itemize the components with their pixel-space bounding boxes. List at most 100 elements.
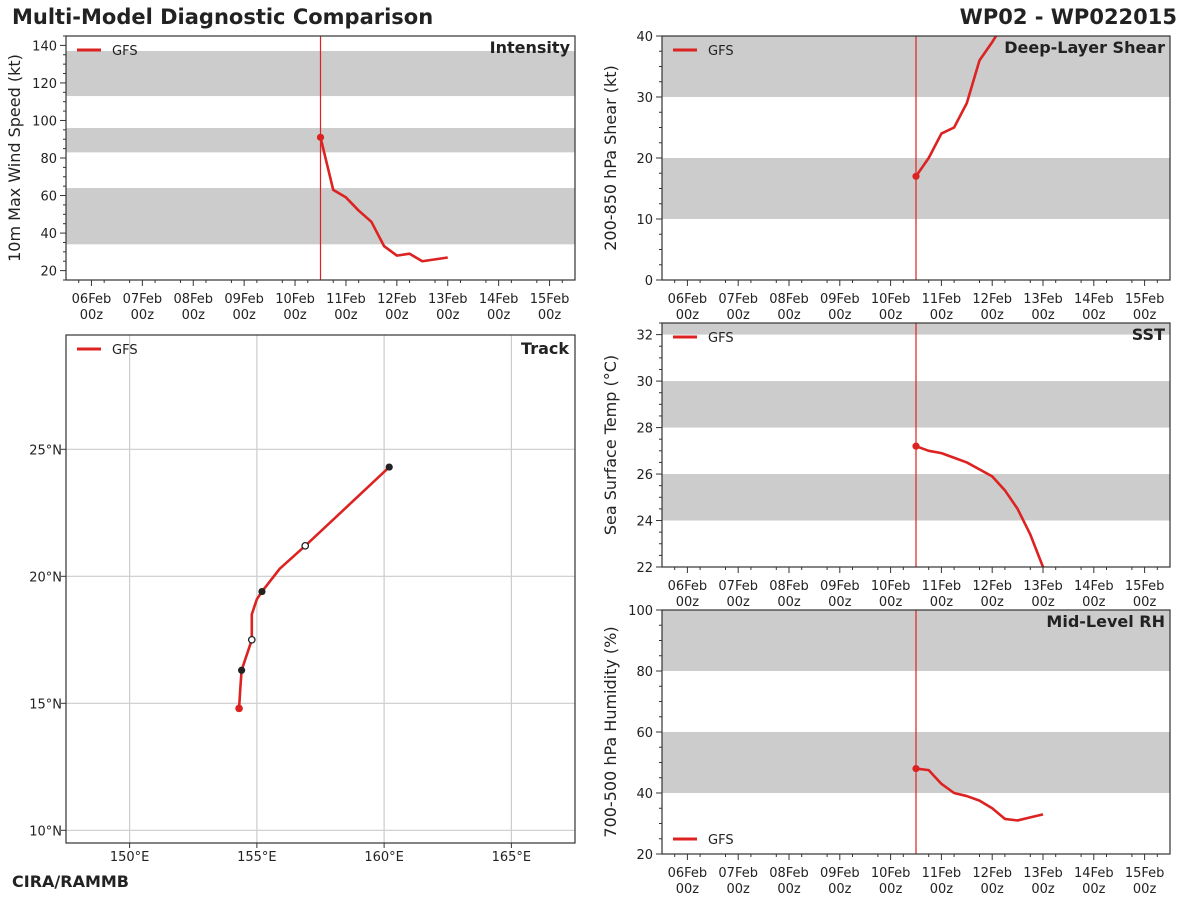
intensity-ytick-label-2: 60 xyxy=(40,190,57,205)
intensity-xtick-label-8: 14Feb xyxy=(479,292,519,307)
rh-plot-area xyxy=(662,610,1170,854)
track-daily-marker-0 xyxy=(238,666,246,674)
rh-ytick-label-4: 100 xyxy=(628,604,653,619)
intensity-ytick-label-0: 20 xyxy=(40,265,57,280)
rh-xtick-label-8: 14Feb xyxy=(1074,866,1114,881)
rh-xtick-label-0: 06Feb xyxy=(668,866,708,881)
intensity-xtick-hour-1: 00z xyxy=(131,308,155,323)
track-halfday-marker-1 xyxy=(301,541,310,550)
intensity-xtick-hour-5: 00z xyxy=(334,308,358,323)
rh-xtick-label-9: 15Feb xyxy=(1125,866,1165,881)
intensity-ytick-label-1: 40 xyxy=(40,227,57,242)
track-halfday-marker-0 xyxy=(247,635,256,644)
sst-xtick-label-9: 15Feb xyxy=(1125,579,1165,594)
rh-series-gfs-line xyxy=(915,767,1044,822)
rh-xtick-label-4: 10Feb xyxy=(871,866,911,881)
rh-xtick-hour-5: 00z xyxy=(930,882,954,897)
intensity-xtick-label-6: 12Feb xyxy=(377,292,417,307)
shear-xtick-label-6: 12Feb xyxy=(972,292,1012,307)
sst-xtick-label-4: 10Feb xyxy=(871,579,911,594)
rh-legend-label: GFS xyxy=(708,833,734,848)
rh-xtick-hour-9: 00z xyxy=(1133,882,1157,897)
shear-xtick-hour-6: 00z xyxy=(981,308,1005,323)
sst-xtick-hour-7: 00z xyxy=(1031,595,1055,610)
track-ytick-label-0: 10°N xyxy=(29,824,62,839)
storm-id: WP02 - WP022015 xyxy=(959,5,1177,29)
sst-xtick-hour-3: 00z xyxy=(828,595,852,610)
shear-xtick-hour-8: 00z xyxy=(1082,308,1106,323)
track-xtick-label-1: 155°E xyxy=(237,850,277,865)
intensity-ytick-label-6: 140 xyxy=(32,39,57,54)
rh-ytick-label-2: 60 xyxy=(636,726,653,741)
sst-xtick-label-3: 09Feb xyxy=(820,579,860,594)
shear-xtick-hour-7: 00z xyxy=(1031,308,1055,323)
sst-panel: 22242628303206Feb00z07Feb00z08Feb00z09Fe… xyxy=(601,322,1171,610)
track-xtick-label-3: 165°E xyxy=(492,850,532,865)
sst-ytick-label-0: 22 xyxy=(636,561,653,576)
track-ytick-label-2: 20°N xyxy=(29,570,62,585)
shear-ytick-label-4: 40 xyxy=(636,30,653,45)
sst-title: SST xyxy=(1132,325,1165,344)
shear-ytick-label-2: 20 xyxy=(636,152,653,167)
shear-xtick-label-7: 13Feb xyxy=(1023,292,1063,307)
track-panel: 150°E 155°E 160°E 165°E 10°N 15°N 20°N 25°N Trac… xyxy=(29,334,576,865)
sst-legend-label: GFS xyxy=(708,331,734,346)
shear-xtick-label-9: 15Feb xyxy=(1125,292,1165,307)
sst-xtick-hour-8: 00z xyxy=(1082,595,1106,610)
rh-title: Mid-Level RH xyxy=(1046,612,1165,631)
track-ytick-label-1: 15°N xyxy=(29,697,62,712)
rh-xtick-label-2: 08Feb xyxy=(769,866,809,881)
shear-xtick-hour-3: 00z xyxy=(828,308,852,323)
sst-xtick-label-0: 06Feb xyxy=(668,579,708,594)
rh-ytick-label-0: 20 xyxy=(636,848,653,863)
sst-xtick-hour-5: 00z xyxy=(930,595,954,610)
intensity-xtick-hour-4: 00z xyxy=(283,308,307,323)
shear-xtick-hour-2: 00z xyxy=(777,308,801,323)
rh-series-start-point xyxy=(912,765,920,773)
sst-ytick-label-1: 24 xyxy=(636,515,653,530)
intensity-xtick-label-7: 13Feb xyxy=(428,292,468,307)
shear-title: Deep-Layer Shear xyxy=(1004,38,1165,57)
rh-ylabel: 700-500 hPa Humidity (%) xyxy=(601,626,620,837)
rh-xtick-label-3: 09Feb xyxy=(820,866,860,881)
intensity-xtick-label-5: 11Feb xyxy=(326,292,366,307)
shear-xtick-label-3: 09Feb xyxy=(820,292,860,307)
track-start-point xyxy=(235,704,243,713)
sst-ytick-label-4: 30 xyxy=(636,375,653,390)
intensity-plot-area xyxy=(66,36,575,280)
sst-xtick-hour-6: 00z xyxy=(981,595,1005,610)
rh-xtick-label-5: 11Feb xyxy=(922,866,962,881)
shear-xtick-hour-1: 00z xyxy=(727,308,751,323)
intensity-series-start-point xyxy=(316,133,325,141)
rh-xtick-label-6: 12Feb xyxy=(972,866,1012,881)
sst-xtick-label-2: 08Feb xyxy=(769,579,809,594)
track-legend-label: GFS xyxy=(112,343,138,358)
shear-ylabel: 200-850 hPa Shear (kt) xyxy=(601,65,620,251)
intensity-xtick-hour-2: 00z xyxy=(182,308,206,323)
sst-xtick-hour-2: 00z xyxy=(777,595,801,610)
intensity-xtick-label-1: 07Feb xyxy=(123,292,163,307)
shear-xtick-hour-5: 00z xyxy=(930,308,954,323)
shear-legend-label: GFS xyxy=(708,44,734,59)
shear-xtick-label-8: 14Feb xyxy=(1074,292,1114,307)
rh-xtick-hour-6: 00z xyxy=(981,882,1005,897)
shear-series-start-point xyxy=(912,172,920,180)
intensity-xtick-hour-0: 00z xyxy=(80,308,104,323)
intensity-legend-label: GFS xyxy=(112,44,138,59)
intensity-xtick-label-0: 06Feb xyxy=(72,292,112,307)
rh-panel: 2040608010006Feb00z07Feb00z08Feb00z09Feb… xyxy=(601,604,1171,897)
sst-xtick-hour-4: 00z xyxy=(879,595,903,610)
shear-xtick-label-5: 11Feb xyxy=(922,292,962,307)
sst-xtick-hour-0: 00z xyxy=(676,595,700,610)
intensity-panel: 2040608010012014006Feb00z07Feb00z08Feb00… xyxy=(5,35,576,323)
sst-plot-area xyxy=(662,323,1170,567)
sst-ytick-label-2: 26 xyxy=(636,468,653,483)
shear-ytick-label-0: 0 xyxy=(645,274,653,289)
main-title: Multi-Model Diagnostic Comparison xyxy=(12,5,434,29)
sst-xtick-hour-9: 00z xyxy=(1133,595,1157,610)
sst-ytick-label-5: 32 xyxy=(636,329,653,344)
track-title: Track xyxy=(521,339,569,358)
shear-xtick-label-4: 10Feb xyxy=(871,292,911,307)
shear-xtick-label-2: 08Feb xyxy=(769,292,809,307)
sst-xtick-label-6: 12Feb xyxy=(972,579,1012,594)
